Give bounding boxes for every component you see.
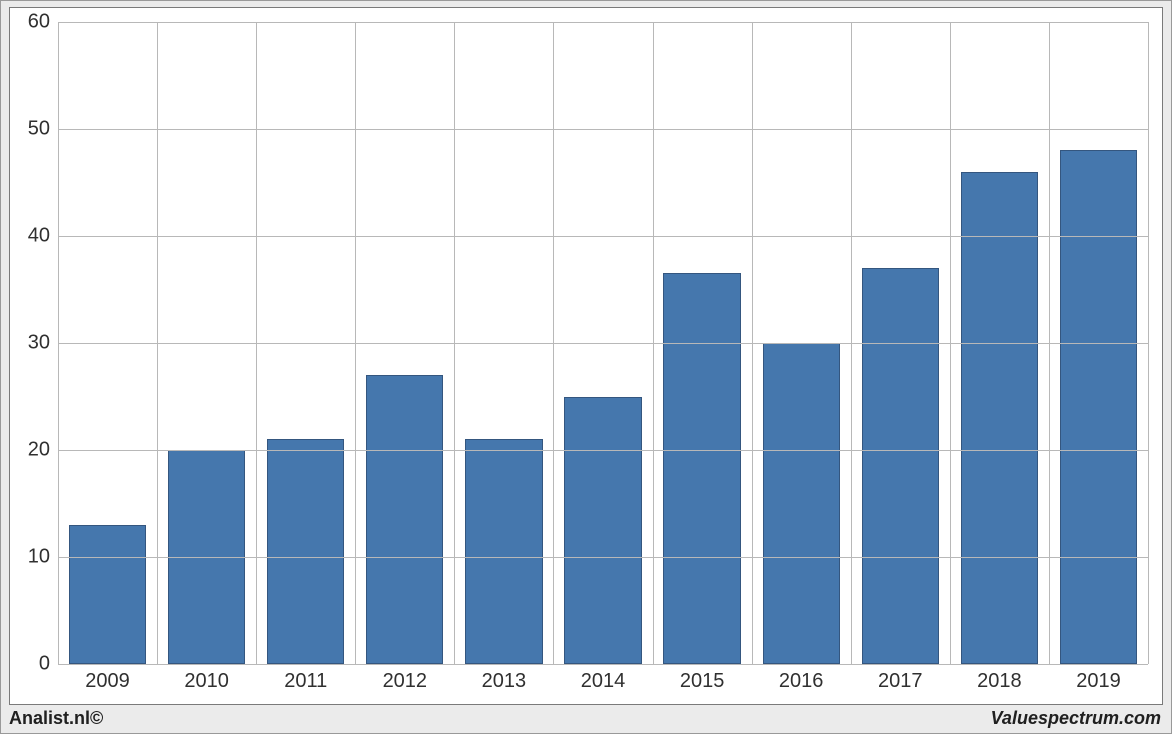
grid-line-vertical: [653, 22, 654, 664]
bar-2012: [366, 375, 443, 664]
grid-line-vertical: [157, 22, 158, 664]
grid-line-vertical: [752, 22, 753, 664]
bar-2015: [663, 273, 740, 664]
grid-line-horizontal: [58, 343, 1148, 344]
footer-right-credit: Valuespectrum.com: [991, 708, 1161, 729]
y-tick-label: 20: [14, 439, 50, 462]
footer-left-credit: Analist.nl©: [9, 708, 103, 729]
grid-line-vertical: [58, 22, 59, 664]
grid-line-horizontal: [58, 129, 1148, 130]
grid-line-horizontal: [58, 22, 1148, 23]
x-tick-label: 2017: [878, 670, 923, 693]
grid-line-horizontal: [58, 236, 1148, 237]
x-tick-label: 2011: [284, 670, 327, 693]
x-tick-label: 2019: [1076, 670, 1121, 693]
x-tick-label: 2013: [482, 670, 527, 693]
x-tick-label: 2016: [779, 670, 824, 693]
bar-2016: [763, 343, 840, 664]
x-tick-label: 2012: [383, 670, 428, 693]
grid-line-vertical: [454, 22, 455, 664]
bar-2011: [267, 439, 344, 664]
x-tick-label: 2009: [85, 670, 130, 693]
y-tick-label: 60: [14, 11, 50, 34]
x-tick-label: 2014: [581, 670, 626, 693]
y-tick-label: 10: [14, 546, 50, 569]
grid-line-horizontal: [58, 450, 1148, 451]
grid-line-vertical: [355, 22, 356, 664]
grid-line-vertical: [950, 22, 951, 664]
plot-area: 0102030405060200920102011201220132014201…: [58, 22, 1148, 664]
bar-2017: [862, 268, 939, 664]
grid-line-vertical: [1049, 22, 1050, 664]
bar-2019: [1060, 150, 1137, 664]
bar-2013: [465, 439, 542, 664]
y-tick-label: 40: [14, 225, 50, 248]
grid-line-horizontal: [58, 664, 1148, 665]
y-tick-label: 0: [14, 653, 50, 676]
x-tick-label: 2018: [977, 670, 1022, 693]
grid-line-horizontal: [58, 557, 1148, 558]
bar-2009: [69, 525, 146, 664]
y-tick-label: 50: [14, 118, 50, 141]
grid-line-vertical: [851, 22, 852, 664]
x-tick-label: 2010: [184, 670, 229, 693]
bar-2018: [961, 172, 1038, 664]
y-tick-label: 30: [14, 332, 50, 355]
grid-line-vertical: [1148, 22, 1149, 664]
x-tick-label: 2015: [680, 670, 725, 693]
grid-line-vertical: [553, 22, 554, 664]
bar-2014: [564, 397, 641, 665]
chart-frame: 0 10 20 30 40 50 60 2009 2010 2011 2012 2013 2014 201…: [9, 7, 1163, 705]
grid-line-vertical: [256, 22, 257, 664]
